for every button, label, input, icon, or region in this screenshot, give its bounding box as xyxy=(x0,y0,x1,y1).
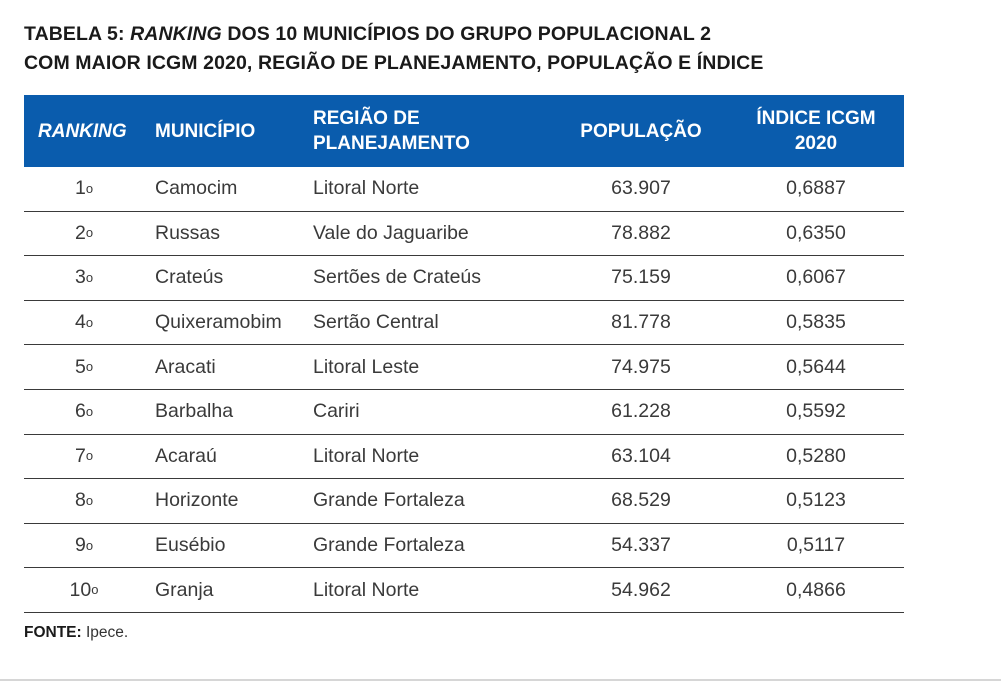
municipio-cell: Barbalha xyxy=(155,400,234,423)
rank-number: 9 xyxy=(74,534,86,557)
populacao-cell: 75.159 xyxy=(611,266,671,289)
municipio-cell: Eusébio xyxy=(155,534,226,557)
table-row: 7 o Acaraú Litoral Norte 63.104 0,5280 xyxy=(24,435,904,480)
regiao-cell: Litoral Norte xyxy=(313,578,420,601)
table-row: 2 o Russas Vale do Jaguaribe 78.882 0,6350 xyxy=(24,212,904,257)
source-note: FONTE: Ipece. xyxy=(24,624,128,642)
rank-number: 6 xyxy=(74,400,86,423)
rank-number: 10 xyxy=(69,578,92,601)
regiao-cell: Litoral Norte xyxy=(313,177,420,200)
municipio-cell: Horizonte xyxy=(155,489,239,512)
populacao-cell: 74.975 xyxy=(611,355,671,378)
populacao-cell: 63.104 xyxy=(611,444,671,467)
header-regiao: REGIÃO DE PLANEJAMENTO xyxy=(313,95,470,167)
table-row: 6 o Barbalha Cariri 61.228 0,5592 xyxy=(24,390,904,435)
rank-number: 8 xyxy=(74,489,86,512)
header-regiao-line-1: REGIÃO DE xyxy=(313,108,420,129)
populacao-cell: 63.907 xyxy=(611,177,671,200)
indice-cell: 0,5644 xyxy=(786,355,846,378)
table-body: 1 o Camocim Litoral Norte 63.907 0,6887 2 o Russ… xyxy=(24,167,904,613)
page-divider xyxy=(0,679,1001,681)
regiao-cell: Grande Fortaleza xyxy=(313,489,465,512)
municipio-cell: Acaraú xyxy=(155,444,217,467)
indice-cell: 0,4866 xyxy=(786,578,846,601)
header-indice-line-1: ÍNDICE ICGM xyxy=(756,108,876,129)
title-line-1-rest: DOS 10 MUNICÍPIOS DO GRUPO POPULACIONAL … xyxy=(221,23,712,45)
title-prefix: TABELA 5: xyxy=(24,23,131,45)
source-text: Ipece. xyxy=(81,624,129,641)
populacao-cell: 54.337 xyxy=(611,534,671,557)
populacao-cell: 54.962 xyxy=(611,578,671,601)
title-line-1: TABELA 5: RANKING DOS 10 MUNICÍPIOS DO G… xyxy=(24,20,924,49)
ranking-table: RANKING MUNICÍPIO REGIÃO DE PLANEJAMENTO… xyxy=(24,95,904,613)
table-row: 4 o Quixeramobim Sertão Central 81.778 0,5835 xyxy=(24,301,904,346)
populacao-cell: 61.228 xyxy=(611,400,671,423)
regiao-cell: Grande Fortaleza xyxy=(313,534,465,557)
rank-number: 5 xyxy=(74,355,86,378)
regiao-cell: Sertões de Crateús xyxy=(313,266,482,289)
table-row: 1 o Camocim Litoral Norte 63.907 0,6887 xyxy=(24,167,904,212)
regiao-cell: Sertão Central xyxy=(313,311,439,334)
indice-cell: 0,6887 xyxy=(786,177,846,200)
header-ranking: RANKING xyxy=(38,120,127,142)
table-title: TABELA 5: RANKING DOS 10 MUNICÍPIOS DO G… xyxy=(24,20,924,78)
regiao-cell: Litoral Leste xyxy=(313,355,420,378)
indice-cell: 0,5835 xyxy=(786,311,846,334)
rank-number: 7 xyxy=(74,444,86,467)
title-emphasis: RANKING xyxy=(130,23,222,45)
source-label: FONTE: xyxy=(24,624,82,641)
regiao-cell: Vale do Jaguaribe xyxy=(313,221,469,244)
table-row: 5 o Aracati Litoral Leste 74.975 0,5644 xyxy=(24,345,904,390)
title-line-2: COM MAIOR ICGM 2020, REGIÃO DE PLANEJAME… xyxy=(24,52,764,74)
municipio-cell: Quixeramobim xyxy=(155,311,282,334)
indice-cell: 0,5117 xyxy=(786,534,846,557)
rank-cell: 10 o xyxy=(69,578,99,601)
header-indice-line-2: 2020 xyxy=(794,133,838,154)
table-row: 3 o Crateús Sertões de Crateús 75.159 0,6067 xyxy=(24,256,904,301)
indice-cell: 0,5123 xyxy=(786,489,846,512)
indice-cell: 0,5280 xyxy=(786,444,846,467)
rank-number: 3 xyxy=(74,266,86,289)
indice-cell: 0,6350 xyxy=(786,221,846,244)
table-row: 10 o Granja Litoral Norte 54.962 0,4866 xyxy=(24,568,904,613)
populacao-cell: 81.778 xyxy=(611,311,671,334)
municipio-cell: Camocim xyxy=(155,177,238,200)
rank-number: 1 xyxy=(74,177,86,200)
regiao-cell: Litoral Norte xyxy=(313,444,420,467)
municipio-cell: Russas xyxy=(155,221,221,244)
regiao-cell: Cariri xyxy=(313,400,360,423)
populacao-cell: 68.529 xyxy=(611,489,671,512)
header-regiao-line-2: PLANEJAMENTO xyxy=(313,133,470,154)
municipio-cell: Granja xyxy=(155,578,214,601)
indice-cell: 0,6067 xyxy=(786,266,846,289)
rank-number: 4 xyxy=(74,311,86,334)
municipio-cell: Aracati xyxy=(155,355,216,378)
table-row: 9 o Eusébio Grande Fortaleza 54.337 0,5117 xyxy=(24,524,904,569)
table-row: 8 o Horizonte Grande Fortaleza 68.529 0,5123 xyxy=(24,479,904,524)
indice-cell: 0,5592 xyxy=(786,400,846,423)
header-municipio: MUNICÍPIO xyxy=(155,120,256,142)
rank-number: 2 xyxy=(74,221,86,244)
header-populacao: POPULAÇÃO xyxy=(580,120,702,142)
populacao-cell: 78.882 xyxy=(611,221,671,244)
municipio-cell: Crateús xyxy=(155,266,224,289)
table-header: RANKING MUNICÍPIO REGIÃO DE PLANEJAMENTO… xyxy=(24,95,904,167)
header-indice: ÍNDICE ICGM 2020 xyxy=(730,95,902,167)
